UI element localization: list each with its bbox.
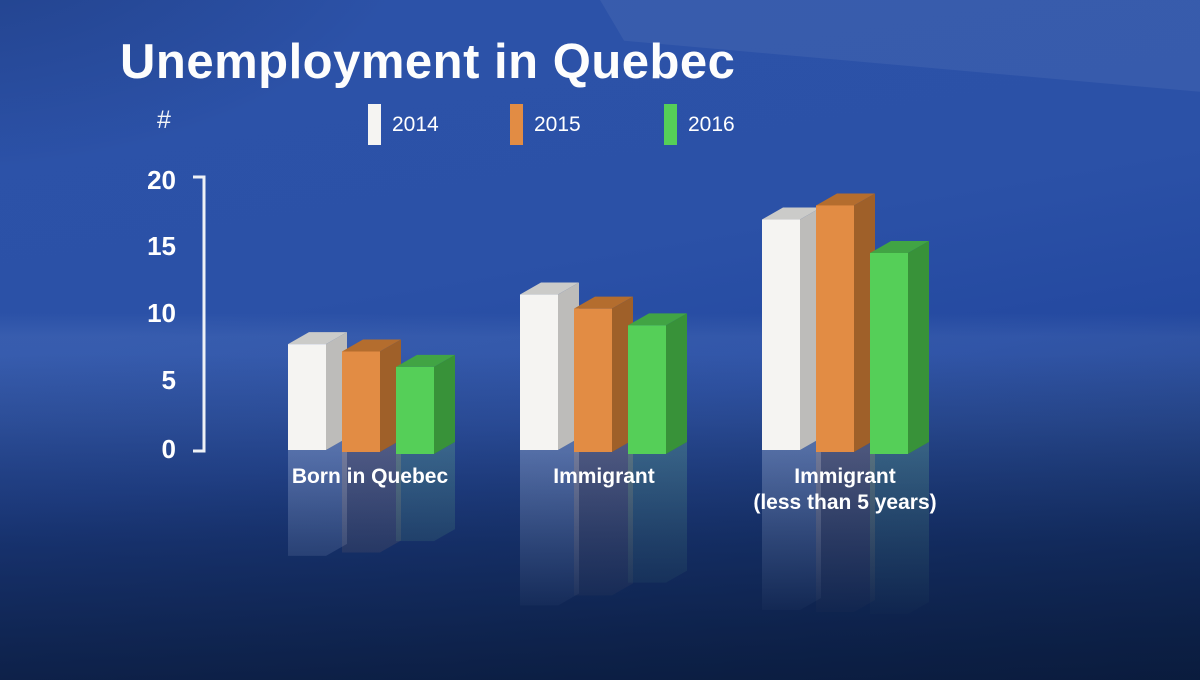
reflection-2015-immigrant bbox=[574, 452, 612, 596]
category-label-line1: Immigrant bbox=[553, 465, 655, 488]
bar-top-2014-immigrant-less-than-5-years- bbox=[762, 207, 821, 220]
reflection-2016-born-in-quebec bbox=[396, 454, 434, 542]
bar-2014-immigrant bbox=[520, 294, 558, 450]
legend-label-2014: 2014 bbox=[392, 113, 439, 136]
bar-2014-born-in-quebec bbox=[288, 344, 326, 450]
bar-top-2016-immigrant-less-than-5-years- bbox=[870, 241, 929, 253]
y-tick-5: 5 bbox=[161, 365, 176, 395]
reflection-side-2016-immigrant bbox=[666, 442, 687, 583]
legend-label-2016: 2016 bbox=[688, 113, 735, 136]
reflection-side-2016-born-in-quebec bbox=[434, 442, 455, 542]
bar-side-2015-immigrant bbox=[612, 296, 633, 452]
y-axis bbox=[193, 175, 206, 453]
y-axis-line bbox=[193, 175, 206, 453]
reflection-side-2014-immigrant-less-than-5-years- bbox=[800, 438, 821, 610]
bar-2016-born-in-quebec bbox=[396, 366, 434, 454]
legend-item-2015: 2015 bbox=[510, 104, 581, 145]
category-label-line1: Born in Quebec bbox=[291, 465, 449, 488]
reflection-2015-immigrant-less-than-5-years- bbox=[816, 452, 854, 612]
reflection-side-2014-immigrant bbox=[558, 438, 579, 606]
bar-side-2016-born-in-quebec bbox=[434, 354, 455, 454]
reflection-2015-born-in-quebec bbox=[342, 452, 380, 553]
legend-swatch-2015 bbox=[510, 104, 523, 145]
bar-reflections bbox=[288, 438, 929, 614]
legend-item-2016: 2016 bbox=[664, 104, 735, 145]
bar-top-2015-born-in-quebec bbox=[342, 339, 401, 352]
bar-side-2014-born-in-quebec bbox=[326, 332, 347, 450]
bar-top-2014-immigrant bbox=[520, 282, 579, 295]
bar-2016-immigrant-less-than-5-years- bbox=[870, 253, 908, 454]
category-label-line1: Immigrant bbox=[794, 465, 896, 488]
bar-2016-immigrant bbox=[628, 325, 666, 454]
category-label-immigrant-less-5-years: Immigrant (less than 5 years) bbox=[685, 464, 1005, 516]
bar-side-2014-immigrant bbox=[558, 282, 579, 450]
bar-top-2014-born-in-quebec bbox=[288, 332, 347, 345]
reflection-2014-immigrant-less-than-5-years- bbox=[762, 450, 800, 610]
bar-top-2016-born-in-quebec bbox=[396, 354, 455, 367]
y-tick-10: 10 bbox=[147, 298, 176, 328]
legend-swatch-2014 bbox=[368, 104, 381, 145]
legend-label-2015: 2015 bbox=[534, 113, 581, 136]
bar-side-2014-immigrant-less-than-5-years- bbox=[800, 207, 821, 450]
reflection-side-2015-immigrant bbox=[612, 440, 633, 596]
legend-swatch-2016 bbox=[664, 104, 677, 145]
reflection-side-2016-immigrant-less-than-5-years- bbox=[908, 442, 929, 614]
bar-side-2015-born-in-quebec bbox=[380, 339, 401, 452]
bar-side-2015-immigrant-less-than-5-years- bbox=[854, 193, 875, 452]
y-axis-unit-symbol: # bbox=[157, 106, 171, 134]
bar-2014-immigrant-less-than-5-years- bbox=[762, 219, 800, 450]
reflection-side-2014-born-in-quebec bbox=[326, 438, 347, 556]
bar-2015-immigrant-less-than-5-years- bbox=[816, 205, 854, 452]
y-tick-15: 15 bbox=[147, 231, 176, 261]
y-tick-20: 20 bbox=[147, 165, 176, 195]
bar-top-2016-immigrant bbox=[628, 313, 687, 326]
y-tick-0: 0 bbox=[161, 434, 176, 464]
reflection-2014-immigrant bbox=[520, 450, 558, 606]
reflection-side-2015-immigrant-less-than-5-years- bbox=[854, 440, 875, 612]
category-label-born-in-quebec: Born in Quebec bbox=[210, 464, 530, 490]
bar-top-2015-immigrant-less-than-5-years- bbox=[816, 193, 875, 206]
reflection-2016-immigrant-less-than-5-years- bbox=[870, 454, 908, 614]
bar-2015-immigrant bbox=[574, 308, 612, 452]
reflection-2014-born-in-quebec bbox=[288, 450, 326, 556]
legend-item-2014: 2014 bbox=[368, 104, 439, 145]
bar-side-2016-immigrant-less-than-5-years- bbox=[908, 241, 929, 454]
reflection-side-2015-born-in-quebec bbox=[380, 440, 401, 553]
bar-top-2015-immigrant bbox=[574, 296, 633, 309]
category-label-line2: (less than 5 years) bbox=[753, 491, 937, 514]
reflection-2016-immigrant bbox=[628, 454, 666, 583]
page-title: Unemployment in Quebec bbox=[120, 35, 736, 89]
bar-2015-born-in-quebec bbox=[342, 351, 380, 452]
bar-groups bbox=[288, 193, 929, 454]
category-label-immigrant: Immigrant bbox=[444, 464, 764, 490]
bar-side-2016-immigrant bbox=[666, 313, 687, 454]
